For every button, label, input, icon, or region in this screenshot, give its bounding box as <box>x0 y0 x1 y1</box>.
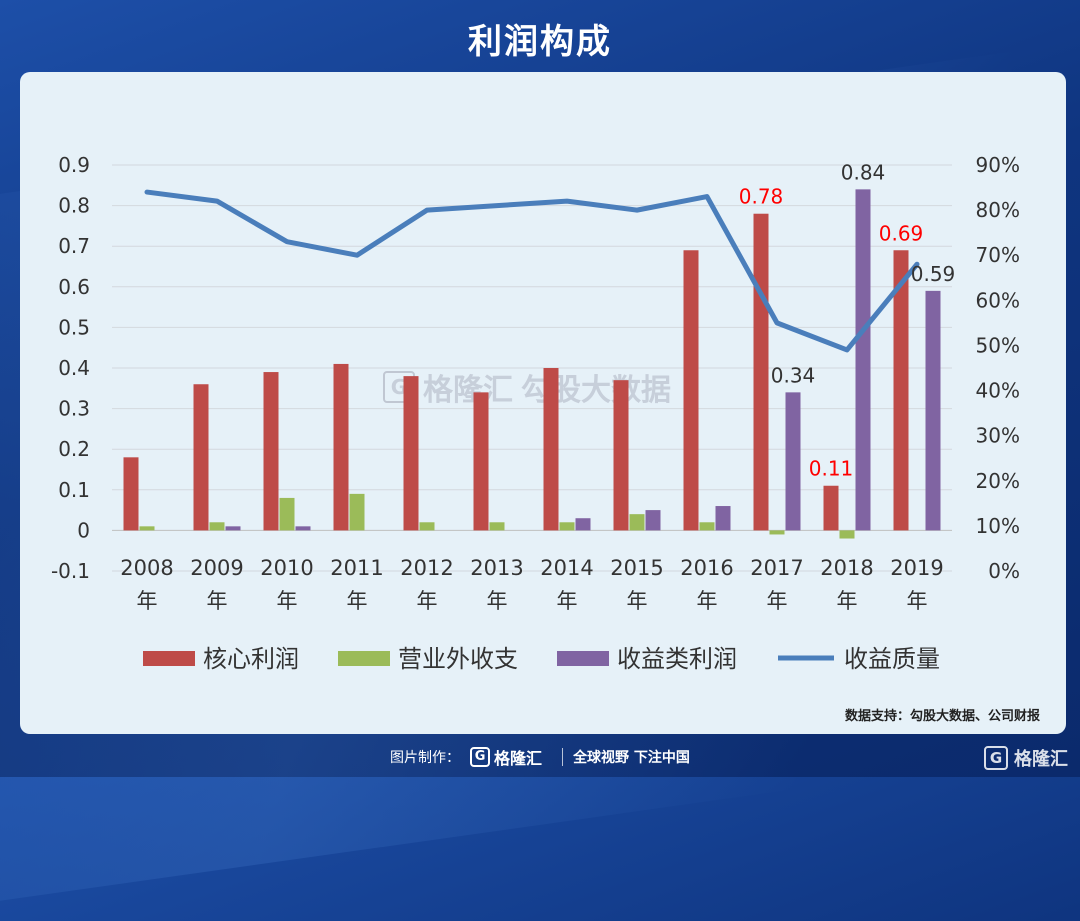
y2-tick-label: 50% <box>976 333 1020 357</box>
bar-core-profit <box>683 250 699 531</box>
bar-investment-profit <box>295 526 311 531</box>
bar-core-profit <box>263 372 279 531</box>
bar-investment-profit <box>925 290 941 531</box>
footer-brand: 格隆汇 <box>494 749 543 768</box>
y-tick-label: -0.1 <box>51 559 90 583</box>
bar-core-profit <box>403 376 419 531</box>
legend-label: 营业外收支 <box>398 645 518 673</box>
x-tick-label: 2012 年 <box>400 556 453 613</box>
bar-investment-profit <box>225 526 241 531</box>
bar-non-operating <box>839 530 855 539</box>
legend-label: 核心利润 <box>203 645 299 673</box>
y2-tick-label: 80% <box>976 198 1020 222</box>
y2-tick-label: 20% <box>976 469 1020 493</box>
y2-tick-label: 30% <box>976 424 1020 448</box>
y-tick-label: 0.4 <box>58 356 90 380</box>
data-label: 0.34 <box>771 363 816 387</box>
bar-non-operating <box>769 530 785 535</box>
page-title: 利润构成 <box>468 22 612 62</box>
bar-core-profit <box>473 392 489 531</box>
y2-tick-label: 0% <box>988 559 1020 583</box>
y2-tick-label: 90% <box>976 153 1020 177</box>
x-tick-label: 2011 年 <box>330 556 383 613</box>
y-tick-label: 0.7 <box>58 234 90 258</box>
bar-investment-profit <box>575 518 591 531</box>
y2-tick-label: 10% <box>976 514 1020 538</box>
bar-non-operating <box>209 522 225 531</box>
bar-non-operating <box>629 514 645 531</box>
brand-logo-icon: G <box>470 747 491 767</box>
bar-core-profit <box>543 368 559 531</box>
bar-investment-profit <box>715 506 731 531</box>
data-label: 0.84 <box>841 160 886 184</box>
bar-investment-profit <box>785 392 801 531</box>
bar-core-profit <box>333 363 349 531</box>
bar-non-operating <box>419 522 435 531</box>
bar-non-operating <box>139 526 155 531</box>
corner-logo-icon: G <box>984 746 1008 770</box>
bar-investment-profit <box>645 510 661 531</box>
x-tick-label: 2019 年 <box>890 556 943 613</box>
data-source: 数据支持：勾股大数据、公司财报 <box>844 709 1040 724</box>
data-label: 0.59 <box>911 262 956 286</box>
profit-composition-chart: -0.1 0 0.1 0.2 0.3 0.4 0.5 0.6 0.7 0.8 0.9 0% 10% 20%… <box>51 153 1020 673</box>
y-tick-label: 0.2 <box>58 437 90 461</box>
y-tick-label: 0 <box>77 518 90 542</box>
bar-core-profit <box>823 485 839 531</box>
y-tick-label: 0.8 <box>58 194 90 218</box>
y-tick-label: 0.1 <box>58 478 90 502</box>
x-tick-label: 2010 年 <box>260 556 313 613</box>
y2-tick-label: 40% <box>976 379 1020 403</box>
line-earnings-quality <box>144 189 920 353</box>
bar-core-profit <box>193 384 209 531</box>
x-tick-label: 2014 年 <box>540 556 593 613</box>
y-tick-label: 0.5 <box>58 315 90 339</box>
bar-core-profit <box>893 250 909 531</box>
corner-logo: G 格隆汇 <box>984 745 1068 771</box>
bar-non-operating <box>279 497 295 531</box>
bar-non-operating <box>489 522 505 531</box>
y-tick-label: 0.3 <box>58 397 90 421</box>
legend-label: 收益类利润 <box>617 645 737 673</box>
data-label: 0.69 <box>879 221 924 245</box>
x-tick-label: 2013 年 <box>470 556 523 613</box>
bar-non-operating <box>349 493 365 531</box>
footer-slogan: 全球视野 下注中国 <box>573 750 690 766</box>
x-tick-label: 2017 年 <box>750 556 803 613</box>
footer-divider <box>562 748 564 766</box>
x-tick-label: 2009 年 <box>190 556 243 613</box>
bar-core-profit <box>753 213 769 531</box>
x-tick-label: 2018 年 <box>820 556 873 613</box>
bar-non-operating <box>699 522 715 531</box>
x-tick-label: 2016 年 <box>680 556 733 613</box>
legend-swatch <box>557 651 609 666</box>
x-tick-label: 2015 年 <box>610 556 663 613</box>
watermark-brand: 格隆汇 <box>423 373 513 408</box>
data-label: 0.78 <box>739 185 784 209</box>
bar-non-operating <box>559 522 575 531</box>
legend-swatch <box>143 651 195 666</box>
y2-tick-label: 70% <box>976 243 1020 267</box>
x-tick-label: 2008 年 <box>120 556 173 613</box>
footer-logo: G 格隆汇 <box>470 745 542 769</box>
data-label: 0.11 <box>809 457 854 481</box>
legend-swatch <box>338 651 390 666</box>
y-tick-label: 0.9 <box>58 153 90 177</box>
footer-prefix: 图片制作： <box>390 750 461 766</box>
bar-core-profit <box>613 380 629 531</box>
bar-investment-profit <box>855 189 871 531</box>
footer: 图片制作： G 格隆汇 全球视野 下注中国 <box>0 742 1080 772</box>
y-tick-label: 0.6 <box>58 275 90 299</box>
bar-core-profit <box>123 457 139 531</box>
corner-brand: 格隆汇 <box>1014 749 1068 770</box>
legend-label: 收益质量 <box>844 645 940 673</box>
y2-tick-label: 60% <box>976 288 1020 312</box>
